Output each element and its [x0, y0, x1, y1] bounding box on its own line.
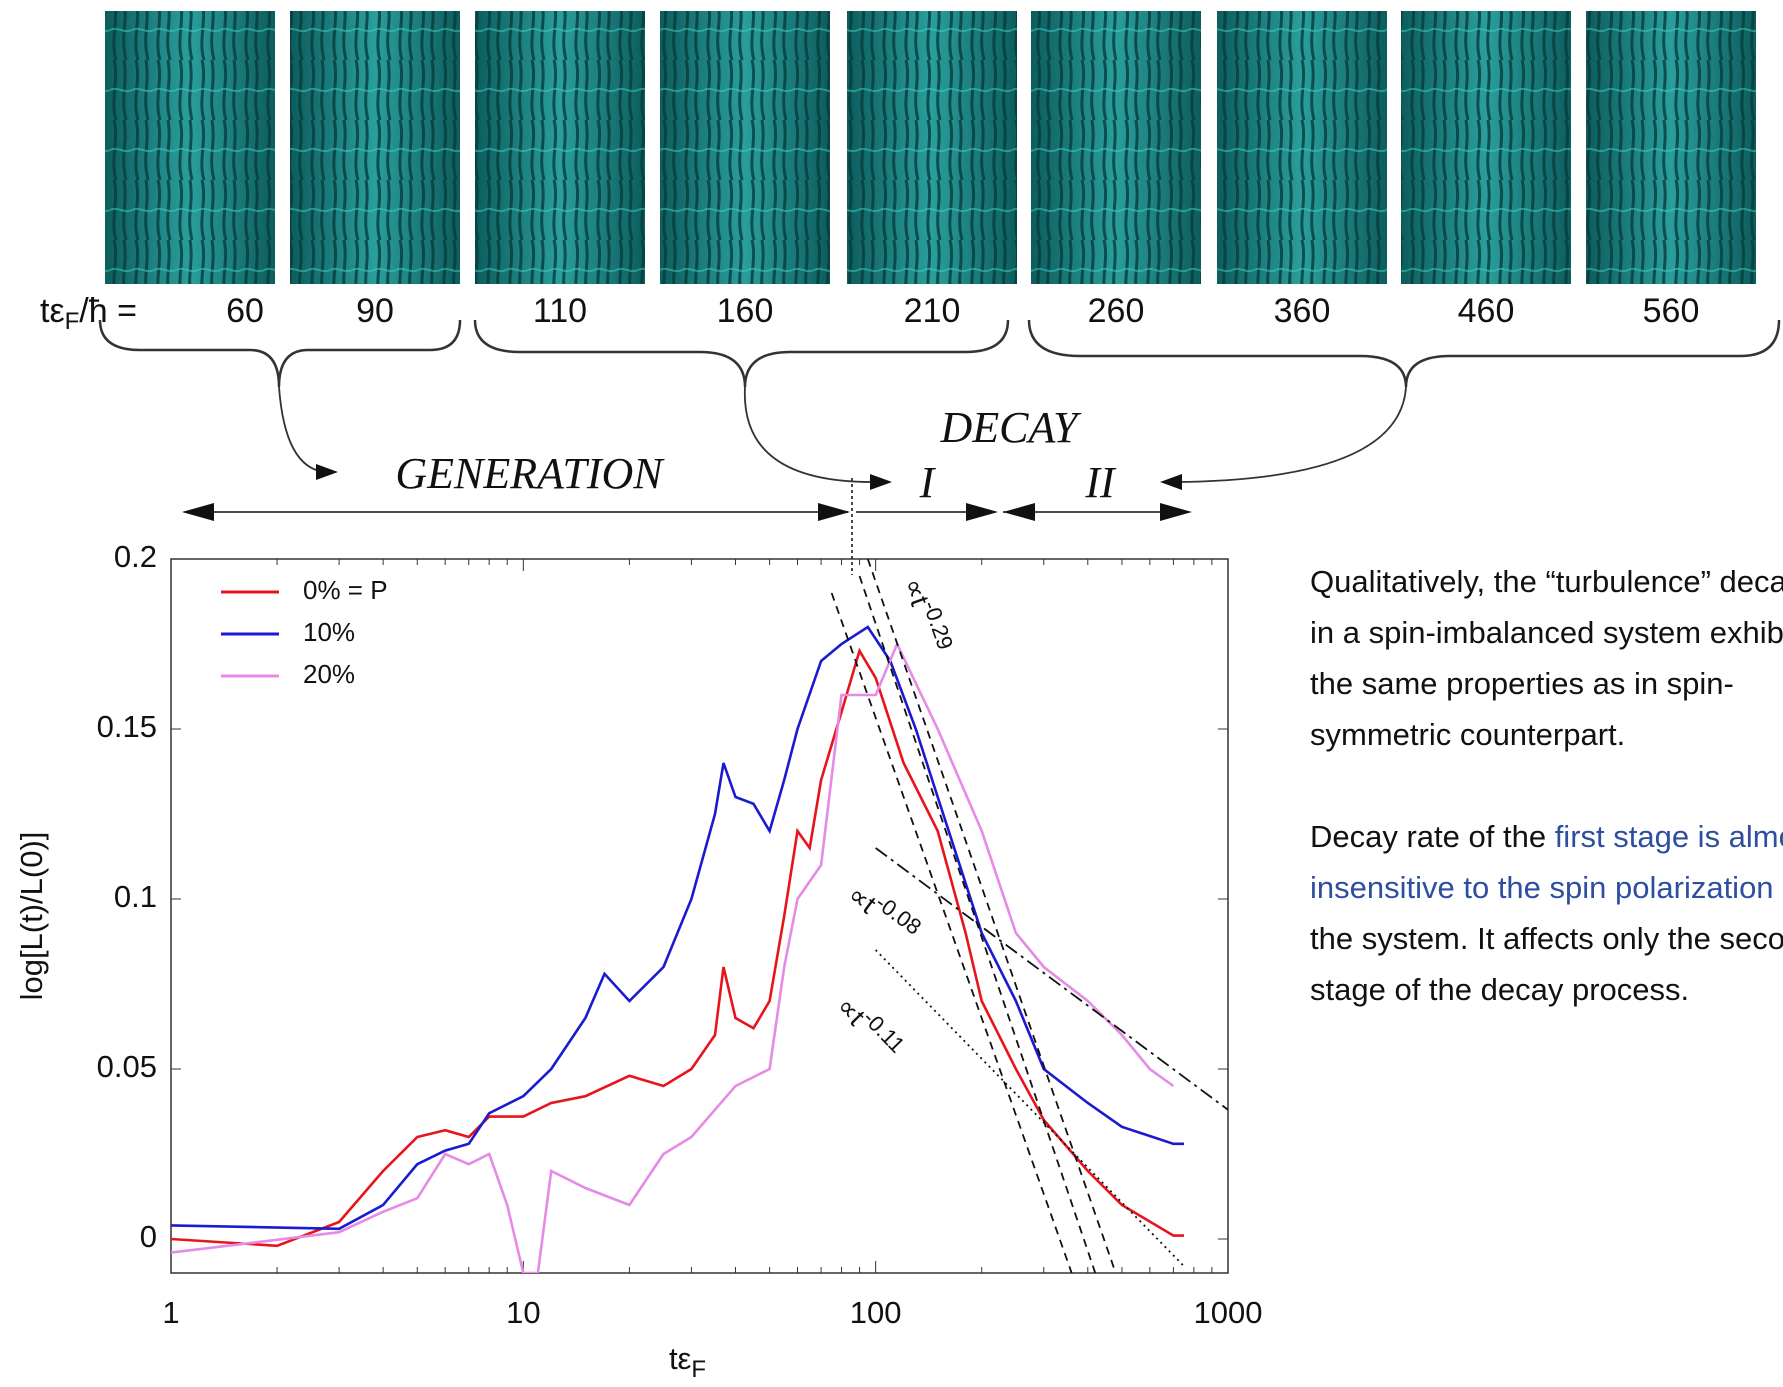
stage-label: I: [919, 458, 937, 507]
legend-label: 0% = P: [303, 575, 388, 605]
x-axis-label: tεF: [669, 1341, 706, 1383]
x-label-sub: F: [691, 1356, 706, 1383]
arrowheads: [182, 464, 1192, 521]
arrowhead: [818, 503, 850, 521]
snapshot-row: 60 90 110 160 210 260 360 460 560 tεF/ħ =: [40, 11, 1756, 335]
snapshot-time: 210: [904, 292, 961, 330]
arrowhead: [316, 464, 338, 480]
arrowhead: [1003, 503, 1035, 521]
reference-line: [830, 592, 1073, 1273]
series-line: [171, 625, 1184, 1231]
brace: [1027, 319, 1781, 388]
x-tick-label: 1000: [1194, 1295, 1263, 1330]
note-text: Decay rate of the: [1310, 819, 1555, 854]
curved-arrow: [1174, 386, 1407, 483]
prefix-rest: /ħ =: [79, 292, 137, 330]
x-tick-label: 1: [162, 1295, 179, 1330]
y-tick-label: 0.15: [97, 709, 157, 744]
reference-exp: -0.29: [918, 597, 958, 653]
note-text: of the system. It affects only the secon…: [1310, 870, 1783, 1007]
x-tick-label: 10: [506, 1295, 540, 1330]
stage-label: GENERATION: [395, 449, 665, 498]
y-axis-label: log[L(t)/L(0)]: [14, 832, 49, 1001]
snapshot-time: 360: [1274, 292, 1331, 330]
arrowhead: [966, 503, 998, 521]
legend-label: 20%: [303, 659, 355, 689]
reference-base: ∝t: [842, 879, 882, 919]
snapshot-time: 60: [226, 292, 264, 330]
snapshot-texture: [475, 11, 645, 284]
snapshot-texture: [290, 11, 460, 284]
x-label-main: tε: [669, 1341, 692, 1376]
legend-label: 10%: [303, 617, 355, 647]
arrowhead: [1160, 503, 1192, 521]
stage-label: DECAY: [940, 403, 1082, 452]
note-paragraph: Decay rate of the first stage is almost …: [1310, 811, 1783, 1015]
reference-exp: -0.08: [871, 890, 926, 940]
snapshot-time: 260: [1088, 292, 1145, 330]
series-line: [171, 647, 1184, 1248]
y-tick-label: 0.1: [114, 879, 157, 914]
notes: Qualitatively, the “turbulence” decay in…: [1310, 556, 1783, 1066]
reference-line: [875, 847, 1228, 1111]
snapshot-texture: [1031, 11, 1201, 284]
stage-arrows: [185, 386, 1407, 575]
plot: 0 0.05 0.1 0.15 0.2 1 10 100 1000 log[L(t)/L(0)] t…: [14, 539, 1262, 1383]
note-highlight: first stage is almost insensitive to the…: [1310, 819, 1783, 905]
snapshot-time: 560: [1643, 292, 1700, 330]
snapshot-time: 90: [356, 292, 394, 330]
brace: [473, 319, 1010, 388]
arrowhead: [870, 474, 892, 490]
y-tick-label: 0.2: [114, 539, 157, 574]
curved-arrow: [278, 386, 326, 473]
snapshot-prefix: tεF/ħ =: [40, 292, 137, 335]
x-tick-label: 100: [850, 1295, 902, 1330]
snapshot-texture: [1586, 11, 1756, 284]
snapshot-time: 110: [533, 292, 587, 330]
prefix-main: tε: [40, 292, 65, 330]
reference-label: ∝t-0.29: [898, 572, 959, 657]
y-tick-label: 0.05: [97, 1049, 157, 1084]
snapshot-texture: [105, 11, 275, 284]
series-line: [171, 640, 1175, 1273]
prefix-sub: F: [65, 308, 80, 335]
reference-line: [875, 949, 1185, 1267]
note-paragraph: Qualitatively, the “turbulence” decay in…: [1310, 564, 1783, 752]
arrowhead: [1160, 474, 1182, 490]
curved-arrow: [744, 386, 873, 483]
stage-label: II: [1084, 458, 1117, 507]
arrowhead: [182, 503, 214, 521]
brace: [98, 319, 462, 388]
snapshot-texture: [660, 11, 830, 284]
braces: [98, 319, 1781, 388]
snapshot-texture: [1217, 11, 1387, 284]
snapshot-time: 460: [1458, 292, 1515, 330]
reference-label: ∝t-0.08: [842, 874, 926, 950]
y-tick-label: 0: [140, 1219, 157, 1254]
plot-frame: [170, 558, 1229, 1274]
snapshot-time: 160: [717, 292, 774, 330]
reference-label: ∝t-0.11: [831, 986, 910, 1066]
snapshot-texture: [847, 11, 1017, 284]
snapshot-texture: [1401, 11, 1571, 284]
